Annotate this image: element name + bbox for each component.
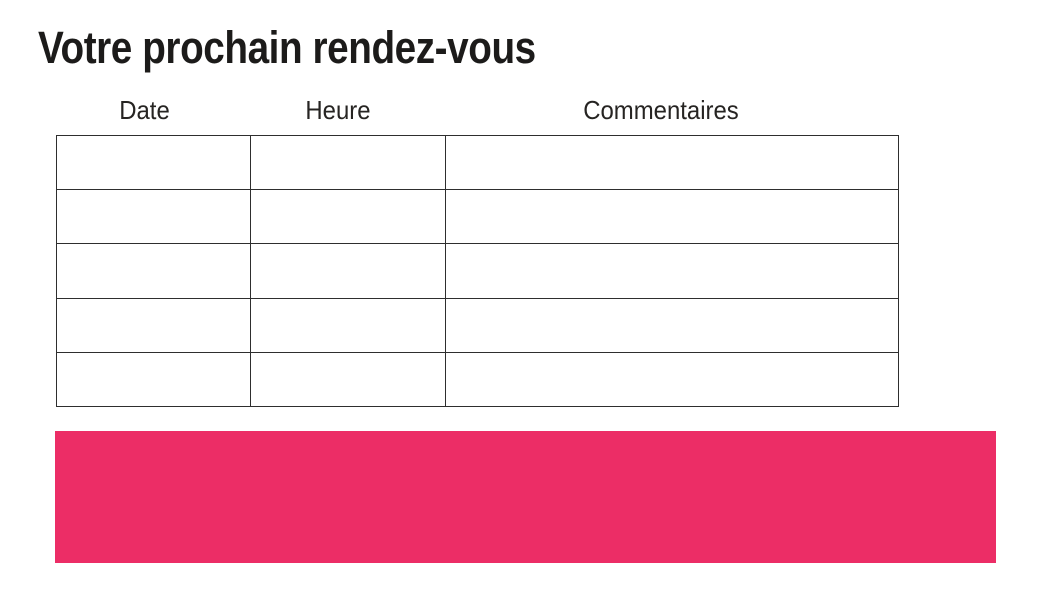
table-row	[56, 134, 899, 191]
table-row	[56, 351, 899, 408]
table-column-headers: Date Heure Commentaires	[0, 96, 1042, 124]
column-header-commentaires: Commentaires	[583, 95, 739, 125]
table-cell-date	[56, 351, 251, 408]
table-cell-date	[56, 297, 251, 353]
table-row	[56, 189, 899, 245]
table-cell-heure	[250, 243, 446, 299]
highlight-banner	[55, 431, 996, 563]
table-cell-date	[56, 189, 251, 245]
table-cell-heure	[250, 134, 446, 191]
column-header-date: Date	[119, 95, 170, 125]
table-cell-commentaires	[445, 134, 899, 191]
table-cell-commentaires	[445, 243, 899, 299]
table-cell-date	[56, 134, 251, 191]
table-cell-commentaires	[445, 189, 899, 245]
appointments-table	[56, 134, 899, 408]
page-title: Votre prochain rendez-vous	[38, 22, 536, 73]
table-cell-heure	[250, 297, 446, 353]
table-cell-commentaires	[445, 351, 899, 408]
table-row	[56, 297, 899, 353]
column-header-heure: Heure	[305, 95, 371, 125]
table-cell-date	[56, 243, 251, 299]
table-cell-heure	[250, 189, 446, 245]
table-cell-commentaires	[445, 297, 899, 353]
table-row	[56, 243, 899, 299]
table-cell-heure	[250, 351, 446, 408]
